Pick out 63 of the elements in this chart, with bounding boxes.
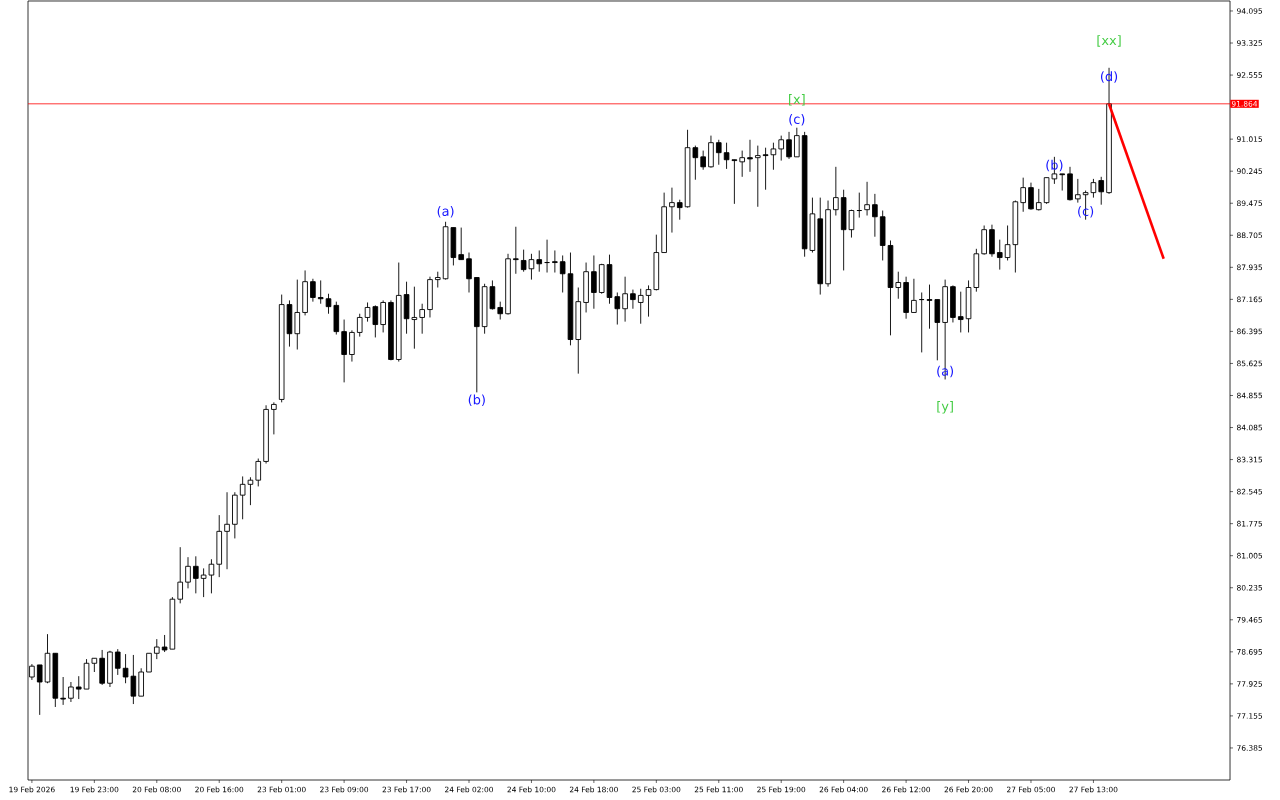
candlestick — [294, 279, 301, 350]
candlestick — [466, 252, 472, 293]
candlestick — [255, 458, 262, 487]
candlestick — [36, 664, 43, 716]
candlestick — [630, 289, 636, 310]
candlestick — [996, 239, 1003, 271]
candlestick — [380, 299, 386, 333]
candlestick — [60, 676, 66, 706]
candlestick — [669, 187, 675, 234]
candlestick — [591, 255, 597, 310]
candlestick — [114, 648, 121, 676]
candlestick — [700, 150, 706, 171]
candlestick — [778, 135, 784, 162]
candlestick — [193, 555, 199, 594]
annotation: [y] — [937, 401, 953, 414]
candlestick — [434, 271, 441, 288]
candlestick — [341, 319, 347, 383]
annotation: (b) — [468, 394, 485, 407]
candlestick — [1075, 178, 1081, 204]
annotation: [xx] — [1097, 35, 1121, 47]
annotation: (c) — [789, 114, 805, 126]
candlestick — [75, 675, 82, 700]
candlestick — [552, 250, 558, 273]
candlestick — [310, 278, 316, 303]
candlestick — [68, 681, 74, 703]
candlestick — [458, 227, 464, 261]
candlestick — [739, 150, 745, 178]
candlestick — [177, 546, 183, 604]
candlestick — [747, 139, 753, 173]
candlestick — [833, 166, 839, 216]
candlestick — [349, 329, 355, 363]
candlestick — [637, 288, 644, 325]
candlestick — [1028, 182, 1034, 211]
candlestick — [317, 279, 324, 305]
candlestick — [676, 199, 683, 221]
candlestick — [185, 556, 191, 589]
candlestick — [356, 313, 363, 338]
candlestick — [794, 127, 800, 158]
candlestick — [1020, 177, 1026, 213]
candlestick — [895, 271, 902, 300]
candlestick — [957, 291, 964, 333]
candlestick — [715, 139, 722, 166]
candlestick — [614, 292, 621, 325]
candlestick — [146, 652, 152, 673]
annotation: (d) — [1100, 71, 1118, 83]
candlestick — [536, 250, 543, 273]
annotation: [x] — [789, 94, 805, 106]
candlestick — [271, 401, 277, 435]
candlestick — [622, 276, 628, 323]
candlestick — [513, 226, 519, 275]
candlestick — [872, 193, 878, 238]
candlestick — [419, 303, 425, 335]
candlestick — [325, 293, 332, 315]
candlestick — [1059, 173, 1065, 191]
candlestick — [1036, 188, 1042, 211]
candlestick — [786, 131, 792, 160]
candlestick — [755, 145, 761, 208]
annotation: (a) — [437, 205, 454, 218]
candlestick — [864, 181, 870, 216]
candlestick — [154, 638, 160, 660]
candlestick — [911, 278, 917, 313]
candlestick — [1098, 176, 1105, 206]
candlestick — [224, 491, 230, 570]
